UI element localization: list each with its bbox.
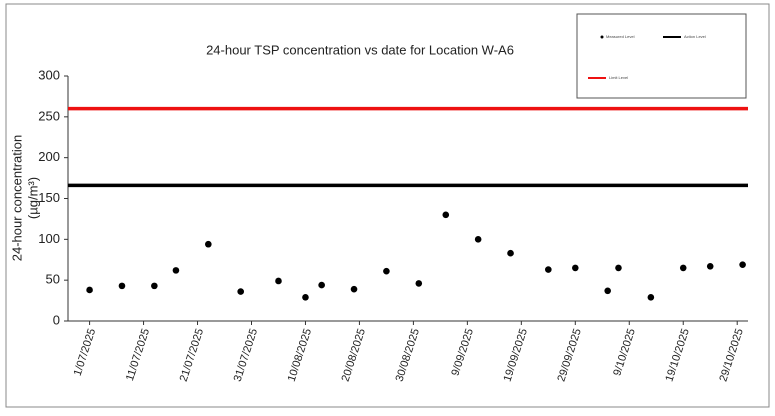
point (604, 287, 611, 295)
point (706, 262, 714, 270)
legend-label: Action Level (684, 34, 706, 39)
point (474, 236, 482, 243)
y-tick-label: 100 (38, 231, 60, 246)
point (350, 285, 358, 293)
legend-box (576, 13, 747, 99)
point (615, 264, 622, 272)
point (86, 286, 93, 294)
point (383, 267, 390, 275)
point (442, 211, 450, 219)
point (151, 282, 158, 290)
point (572, 264, 579, 272)
point (172, 267, 180, 274)
point (237, 288, 244, 295)
point (415, 280, 423, 287)
point (739, 261, 746, 268)
point (545, 266, 552, 273)
y-tick-label: 200 (38, 149, 60, 164)
y-tick-label: 150 (38, 190, 60, 205)
y-axis-label: (µg/m³) (25, 177, 40, 219)
y-axis-label: 24-hour concentration (9, 135, 24, 261)
chart-title: 24-hour TSP concentration vs date for Lo… (206, 42, 514, 57)
point (318, 281, 325, 289)
point (679, 264, 687, 272)
y-tick-label: 250 (38, 108, 60, 123)
point (507, 249, 514, 257)
y-tick-label: 50 (46, 272, 60, 287)
point (647, 294, 655, 301)
legend-marker (600, 35, 604, 39)
point (275, 277, 282, 285)
point (205, 240, 212, 248)
legend-label: Limit Level (609, 75, 628, 80)
point (118, 282, 126, 290)
y-tick-label: 300 (38, 67, 60, 82)
legend-label: Measured Level (606, 34, 635, 39)
point (302, 294, 309, 301)
y-tick-label: 0 (53, 312, 60, 327)
